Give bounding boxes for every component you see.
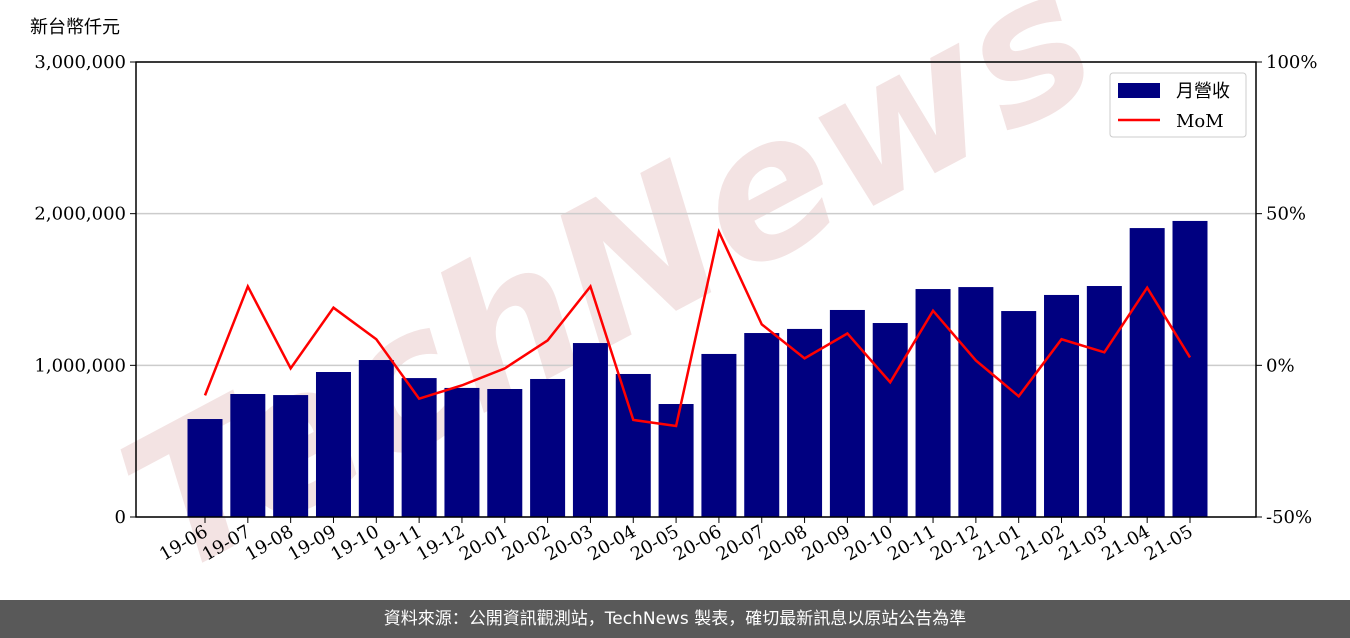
x-tick-label: 19-11 [370,521,425,565]
bar [572,343,608,517]
x-tick-label: 21-05 [1141,521,1196,565]
y2-tick-label: 50% [1266,204,1306,225]
bar [787,328,823,517]
bar [401,378,437,517]
y2-tick-label: -50% [1266,507,1312,528]
legend-swatch [1118,83,1160,98]
bar [1086,286,1122,517]
x-tick-label: 20-01 [456,521,511,565]
chart: TechNews 新台幣仟元 01,000,0002,000,0003,000,… [30,0,1317,600]
bar [1001,311,1037,517]
y2-tick-label: 0% [1266,355,1295,376]
bar [744,333,780,517]
plot-frame [135,61,1257,518]
x-tick-label: 20-10 [841,521,896,565]
footer: 資料來源：公開資訊觀測站，TechNews 製表，確切最新訊息以原站公告為準 [0,600,1350,638]
bar [1172,220,1208,518]
bar [701,353,737,517]
y-tick-label: 3,000,000 [34,52,126,73]
x-tick-label: 20-06 [670,521,725,565]
bar [872,323,908,517]
x-tick-label: 20-09 [798,521,853,565]
bar [915,289,951,517]
bar [315,372,351,517]
x-tick-label: 20-08 [756,521,811,565]
y-tick-label: 1,000,000 [34,355,126,376]
bar [358,360,394,517]
line [203,227,1192,428]
bar [958,287,994,517]
x-tick-label: 21-04 [1098,521,1153,565]
bar [530,378,566,517]
x-tick-label: 20-05 [627,521,682,565]
bar [487,388,523,517]
legend-label: MoM [1176,111,1224,132]
x-tick-label: 20-11 [884,521,939,565]
x-tick-label: 21-01 [970,521,1025,565]
x-tick-label: 21-02 [1013,521,1068,565]
x-tick-label: 20-04 [584,521,639,565]
x-tick-label: 21-03 [1055,521,1110,565]
bar [273,395,309,517]
y2-tick-label: 100% [1266,52,1317,73]
x-tick-label: 20-12 [927,521,982,565]
bar [1044,294,1080,517]
bar [1129,228,1165,517]
bar [829,309,865,517]
bar [187,419,223,517]
y-tick-label: 0 [115,507,126,528]
bar [615,373,651,517]
bar [230,393,266,517]
bar [444,387,480,517]
x-tick-label: 20-07 [713,521,768,565]
legend-label: 月營收 [1176,81,1230,102]
x-tick-label: 19-12 [413,521,468,565]
y-axis-label: 新台幣仟元 [30,17,120,38]
x-tick-label: 20-02 [499,521,554,565]
x-tick-label: 20-03 [541,521,596,565]
y-tick-label: 2,000,000 [34,204,126,225]
